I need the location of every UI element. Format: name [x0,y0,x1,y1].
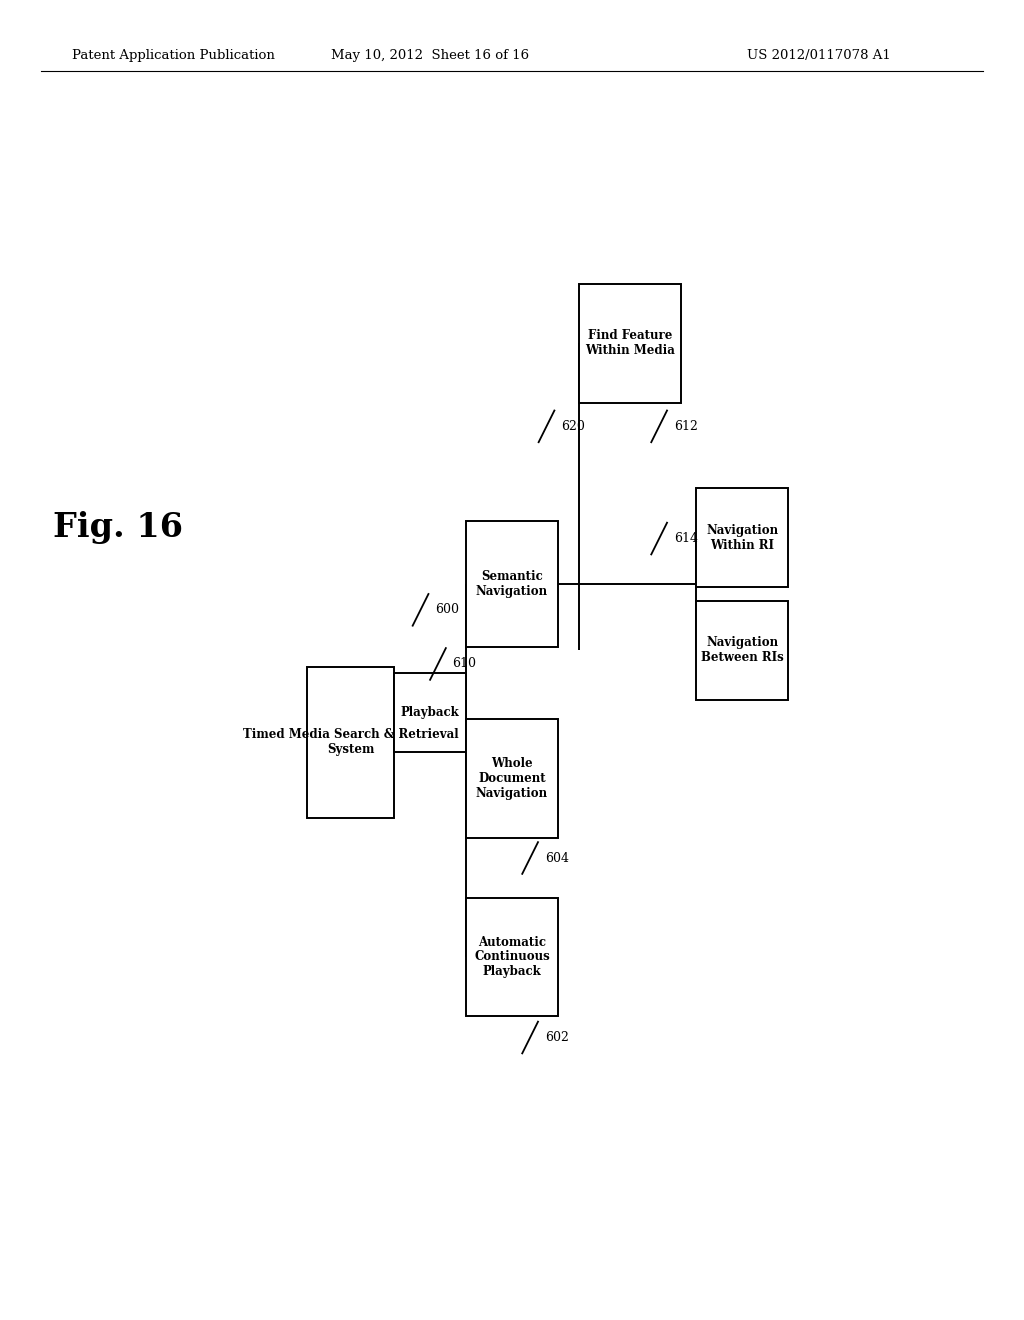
Text: Playback: Playback [400,706,460,719]
Text: Navigation
Between RIs: Navigation Between RIs [701,636,783,664]
Text: Patent Application Publication: Patent Application Publication [72,49,274,62]
Text: Whole
Document
Navigation: Whole Document Navigation [476,758,548,800]
Bar [466,521,558,647]
Text: 604: 604 [545,851,568,865]
Text: Navigation
Within RI: Navigation Within RI [707,524,778,552]
Text: Find Feature
Within Media: Find Feature Within Media [585,329,675,358]
Text: Automatic
Continuous
Playback: Automatic Continuous Playback [474,936,550,978]
Text: 620: 620 [561,420,585,433]
Text: Timed Media Search & Retrieval
System: Timed Media Search & Retrieval System [243,729,459,756]
Bar [696,601,788,700]
Bar [307,667,394,818]
Text: Fig. 16: Fig. 16 [53,511,182,544]
Bar [696,488,788,587]
Text: US 2012/0117078 A1: US 2012/0117078 A1 [748,49,891,62]
Bar [466,719,558,838]
Text: 610: 610 [453,657,476,671]
Text: 614: 614 [674,532,697,545]
Bar [394,673,466,752]
Text: Semantic
Navigation: Semantic Navigation [476,570,548,598]
Text: 612: 612 [674,420,697,433]
Text: 600: 600 [435,603,459,616]
Text: May 10, 2012  Sheet 16 of 16: May 10, 2012 Sheet 16 of 16 [331,49,529,62]
Text: 602: 602 [545,1031,568,1044]
Bar [466,898,558,1016]
Bar [579,284,681,403]
